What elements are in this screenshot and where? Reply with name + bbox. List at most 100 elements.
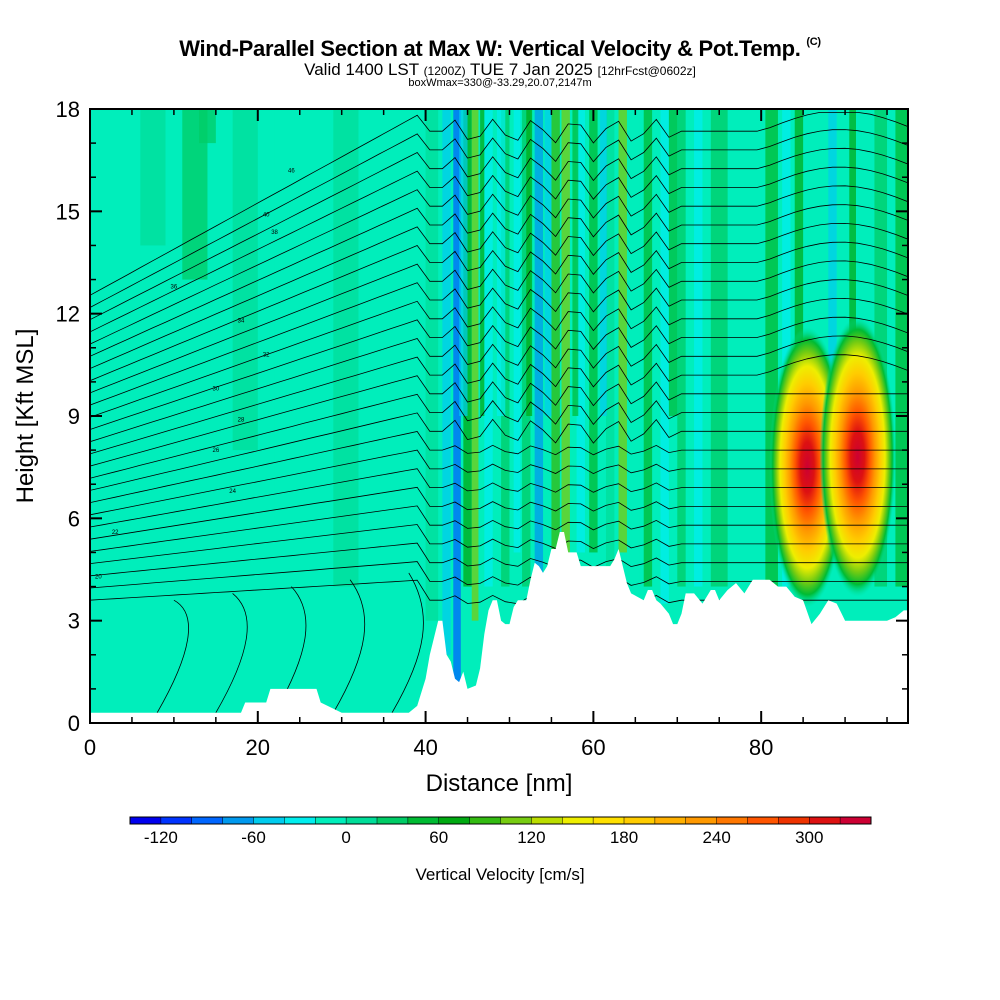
velocity-band bbox=[694, 109, 703, 587]
contour-label: 20 bbox=[95, 574, 102, 580]
contour-label: 46 bbox=[288, 168, 295, 174]
theta-contour bbox=[90, 486, 908, 540]
updraft-core bbox=[819, 316, 896, 597]
colorbar-swatch bbox=[654, 817, 687, 824]
velocity-band bbox=[453, 109, 461, 689]
velocity-band bbox=[232, 109, 258, 451]
velocity-band bbox=[576, 109, 585, 553]
colorbar-swatch bbox=[346, 817, 378, 824]
x-tick-label: 40 bbox=[413, 735, 437, 760]
theta-contour bbox=[90, 185, 908, 345]
colorbar-swatch bbox=[160, 817, 193, 824]
updraft-cores bbox=[769, 316, 896, 608]
theta-contour bbox=[90, 431, 908, 503]
colorbar-swatch bbox=[407, 817, 440, 824]
x-tick-label: 20 bbox=[246, 735, 270, 760]
velocity-band bbox=[744, 109, 762, 587]
velocity-band bbox=[551, 109, 560, 587]
upper-streak bbox=[496, 109, 506, 416]
y-tick-label: 18 bbox=[56, 97, 80, 122]
velocity-band bbox=[618, 109, 627, 553]
theta-contour bbox=[90, 335, 908, 443]
upper-streak bbox=[828, 109, 837, 416]
upper-streak bbox=[572, 109, 579, 416]
colorbar-swatch bbox=[377, 817, 409, 824]
velocity-band bbox=[605, 109, 615, 570]
upper-streak bbox=[459, 109, 468, 416]
theta-contour bbox=[90, 112, 908, 296]
colorbar-swatch bbox=[685, 817, 718, 824]
velocity-band bbox=[425, 109, 439, 621]
colorbar-swatch bbox=[315, 817, 347, 824]
velocity-band bbox=[631, 109, 640, 587]
y-tick-label: 12 bbox=[56, 302, 80, 327]
colorbar-swatch bbox=[500, 817, 532, 824]
velocity-band bbox=[782, 109, 791, 587]
x-axis-title: Distance [nm] bbox=[426, 770, 573, 797]
contour-label: 24 bbox=[229, 489, 236, 495]
colorbar-swatch bbox=[438, 817, 471, 824]
contour-label: 36 bbox=[171, 284, 178, 290]
theta-contour bbox=[90, 542, 908, 577]
y-tick-label: 0 bbox=[68, 711, 80, 736]
colorbar-title: Vertical Velocity [cm/s] bbox=[415, 865, 584, 884]
velocity-band bbox=[561, 109, 570, 553]
colorbar-swatch bbox=[778, 817, 810, 824]
velocity-band bbox=[140, 109, 166, 246]
colorbar-swatch bbox=[562, 817, 594, 824]
theta-contour bbox=[90, 166, 908, 333]
contour-label: 32 bbox=[263, 353, 270, 359]
theta-contour bbox=[90, 279, 908, 406]
theta-contour bbox=[90, 449, 908, 516]
y-tick-label: 15 bbox=[56, 199, 80, 224]
colorbar-label: 120 bbox=[517, 828, 545, 847]
x-tick-label: 80 bbox=[749, 735, 773, 760]
terrain bbox=[90, 532, 908, 723]
x-tick-label: 0 bbox=[84, 735, 96, 760]
theta-contour-low bbox=[215, 593, 248, 714]
theta-contour bbox=[90, 204, 908, 357]
theta-contour-low bbox=[391, 572, 424, 714]
velocity-bands bbox=[140, 109, 908, 689]
y-tick-label: 6 bbox=[68, 506, 80, 531]
upper-streak bbox=[668, 109, 678, 416]
upper-streak bbox=[544, 109, 552, 416]
theta-contour bbox=[90, 297, 908, 418]
theta-contour bbox=[90, 260, 908, 394]
colorbar-label: 0 bbox=[341, 828, 350, 847]
contour-label: 30 bbox=[213, 387, 220, 393]
theta-contours: 46 40 38 36 34 32 30 28 26 24 22 20 bbox=[90, 112, 908, 714]
velocity-band bbox=[534, 109, 544, 587]
contour-label: 34 bbox=[238, 318, 245, 324]
colorbar-swatch bbox=[222, 817, 254, 824]
theta-contour bbox=[90, 375, 908, 467]
velocity-band bbox=[274, 109, 292, 519]
velocity-band bbox=[895, 109, 908, 587]
colorbar-swatch bbox=[253, 817, 285, 824]
upper-streak bbox=[849, 109, 856, 416]
velocity-band bbox=[710, 109, 728, 587]
box-info: boxWmax=330@-33.29,20.07,2147m bbox=[408, 77, 592, 89]
colorbar: -120 -60 0 60 120 180 240 300 bbox=[129, 816, 872, 847]
velocity-band bbox=[199, 109, 216, 144]
contour-label: 22 bbox=[112, 530, 119, 536]
velocity-band bbox=[677, 109, 686, 587]
colorbar-label: 180 bbox=[610, 828, 638, 847]
colorbar-swatch bbox=[469, 817, 501, 824]
colorbar-swatch bbox=[284, 817, 316, 824]
plot-area: 46 40 38 36 34 32 30 28 26 24 22 20 bbox=[90, 109, 908, 723]
velocity-band bbox=[392, 109, 409, 553]
colorbar-label: -120 bbox=[144, 828, 178, 847]
theta-contour-low bbox=[156, 599, 189, 714]
theta-contour bbox=[90, 393, 908, 479]
contour-label: 26 bbox=[213, 448, 220, 454]
velocity-band bbox=[484, 109, 493, 587]
colorbar-label: 300 bbox=[795, 828, 823, 847]
upper-streak bbox=[794, 109, 804, 416]
theta-contour bbox=[90, 147, 908, 321]
theta-contour bbox=[90, 505, 908, 552]
colorbar-label: 60 bbox=[429, 828, 448, 847]
colorbar-swatch bbox=[191, 817, 224, 824]
colorbar-label: -60 bbox=[241, 828, 266, 847]
